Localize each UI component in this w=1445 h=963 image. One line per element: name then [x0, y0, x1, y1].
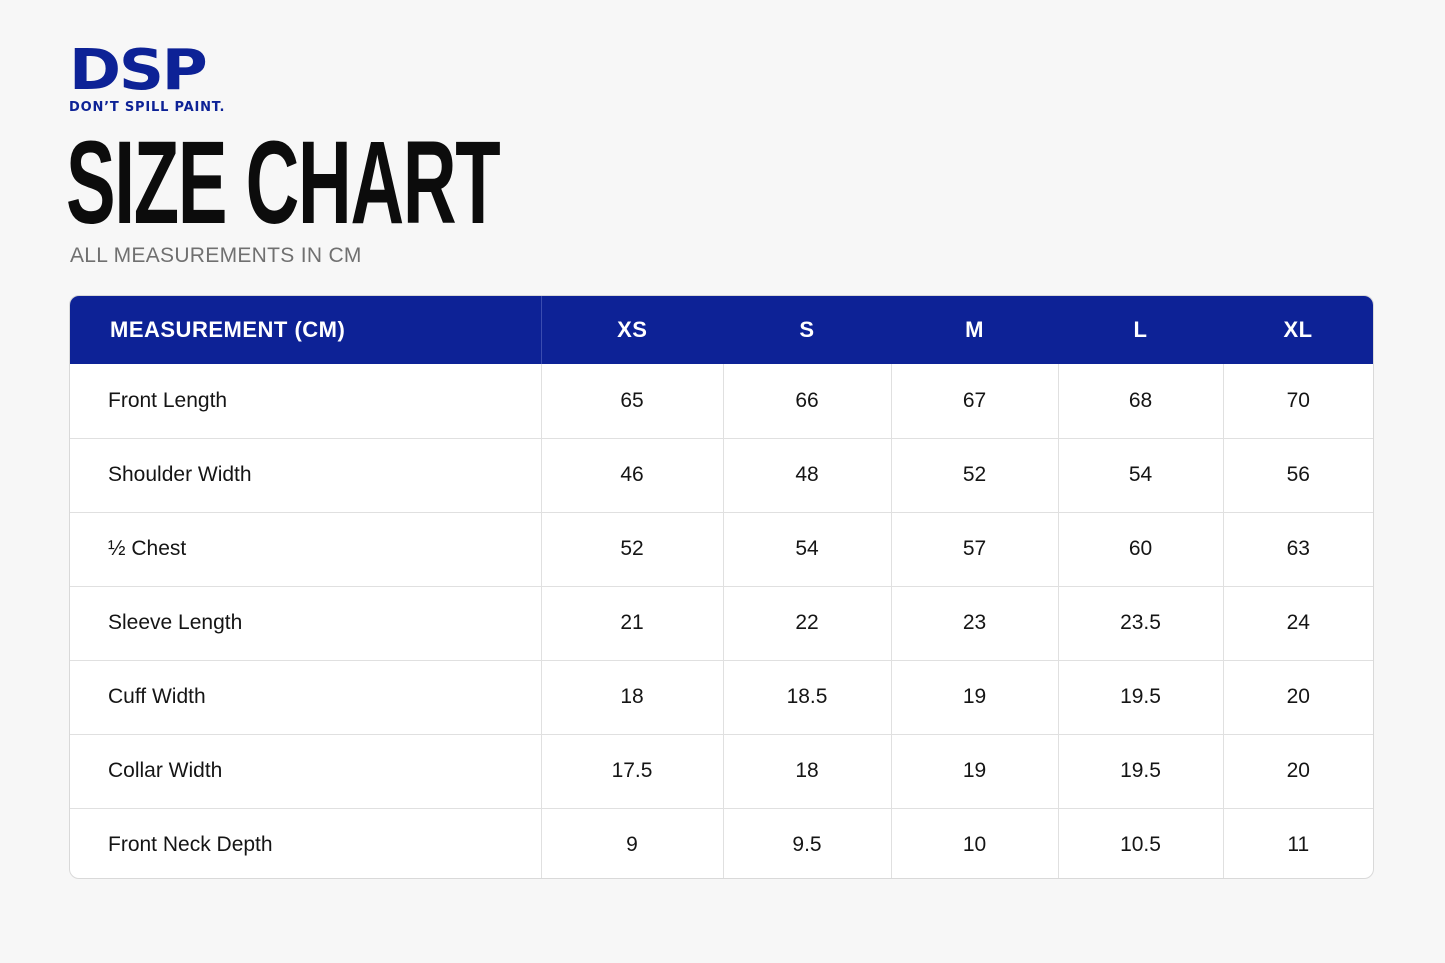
- header-size-s: S: [799, 317, 815, 342]
- cell-size-xs: 46: [540, 437, 723, 512]
- table-row-front-neck-depth: Front Neck Depth 9 9.5 10 10.5 11: [70, 807, 1373, 878]
- row-label: Sleeve Length: [70, 585, 541, 660]
- table-row-half-chest: ½ Chest 52 54 57 60 63: [70, 511, 1373, 586]
- cell-size-s: 54: [722, 511, 891, 586]
- header-size-l: L: [1133, 317, 1148, 342]
- cell-size-xl: 56: [1222, 437, 1373, 512]
- cell-size-xl: 63: [1222, 511, 1373, 586]
- cell-size-s: 22: [722, 585, 891, 660]
- cell-size-xs: 65: [540, 364, 723, 438]
- page-subtitle: ALL MEASUREMENTS IN CM: [70, 244, 362, 267]
- cell-size-xs: 17.5: [540, 733, 723, 808]
- cell-size-l: 54: [1057, 437, 1223, 512]
- cell-size-xl: 24: [1222, 585, 1373, 660]
- row-label: ½ Chest: [70, 511, 541, 586]
- cell-size-m: 67: [890, 364, 1058, 438]
- cell-size-s: 66: [722, 364, 891, 438]
- logo-tagline: DON’T SPILL PAINT.: [69, 100, 226, 115]
- row-label: Collar Width: [70, 733, 541, 808]
- page-title: SIZE CHART: [66, 117, 501, 249]
- cell-size-s: 18: [722, 733, 891, 808]
- cell-size-s: 18.5: [722, 659, 891, 734]
- cell-size-m: 52: [890, 437, 1058, 512]
- logo-wordmark: DSP: [69, 38, 208, 103]
- cell-size-xl: 20: [1222, 733, 1373, 808]
- cell-size-l: 23.5: [1057, 585, 1223, 660]
- cell-size-l: 19.5: [1057, 733, 1223, 808]
- header-measurement: MEASUREMENT (CM): [70, 296, 542, 364]
- cell-size-xl: 70: [1222, 364, 1373, 438]
- table-row-shoulder-width: Shoulder Width 46 48 52 54 56: [70, 437, 1373, 512]
- cell-size-m: 23: [890, 585, 1058, 660]
- cell-size-l: 19.5: [1057, 659, 1223, 734]
- header-size-xl: XL: [1283, 317, 1313, 342]
- row-label: Shoulder Width: [70, 437, 541, 512]
- table-row-front-length: Front Length 65 66 67 68 70: [70, 364, 1373, 438]
- table-row-collar-width: Collar Width 17.5 18 19 19.5 20: [70, 733, 1373, 808]
- size-table: MEASUREMENT (CM) XS S M L XL Front Lengt…: [69, 295, 1374, 879]
- table-header-row: MEASUREMENT (CM) XS S M L XL: [70, 296, 1373, 364]
- cell-size-l: 60: [1057, 511, 1223, 586]
- table-row-cuff-width: Cuff Width 18 18.5 19 19.5 20: [70, 659, 1373, 734]
- table-row-sleeve-length: Sleeve Length 21 22 23 23.5 24: [70, 585, 1373, 660]
- cell-size-xs: 52: [540, 511, 723, 586]
- table-body: Front Length 65 66 67 68 70 Shoulder Width 46 48…: [70, 364, 1373, 878]
- cell-size-xs: 9: [540, 807, 723, 878]
- cell-size-s: 48: [722, 437, 891, 512]
- row-label: Front Neck Depth: [70, 807, 541, 878]
- header-size-m: M: [965, 317, 984, 342]
- cell-size-m: 19: [890, 659, 1058, 734]
- cell-size-m: 19: [890, 733, 1058, 808]
- cell-size-xs: 21: [540, 585, 723, 660]
- cell-size-xl: 11: [1222, 807, 1373, 878]
- cell-size-xs: 18: [540, 659, 723, 734]
- header-size-xs: XS: [617, 317, 648, 342]
- row-label: Front Length: [108, 388, 228, 412]
- cell-size-m: 57: [890, 511, 1058, 586]
- cell-size-m: 10: [890, 807, 1058, 878]
- cell-size-l: 10.5: [1057, 807, 1223, 878]
- cell-size-l: 68: [1057, 364, 1223, 438]
- row-label: Cuff Width: [70, 659, 541, 734]
- cell-size-xl: 20: [1222, 659, 1373, 734]
- brand-logo: DSP DON’T SPILL PAINT.: [69, 43, 226, 116]
- cell-size-s: 9.5: [722, 807, 891, 878]
